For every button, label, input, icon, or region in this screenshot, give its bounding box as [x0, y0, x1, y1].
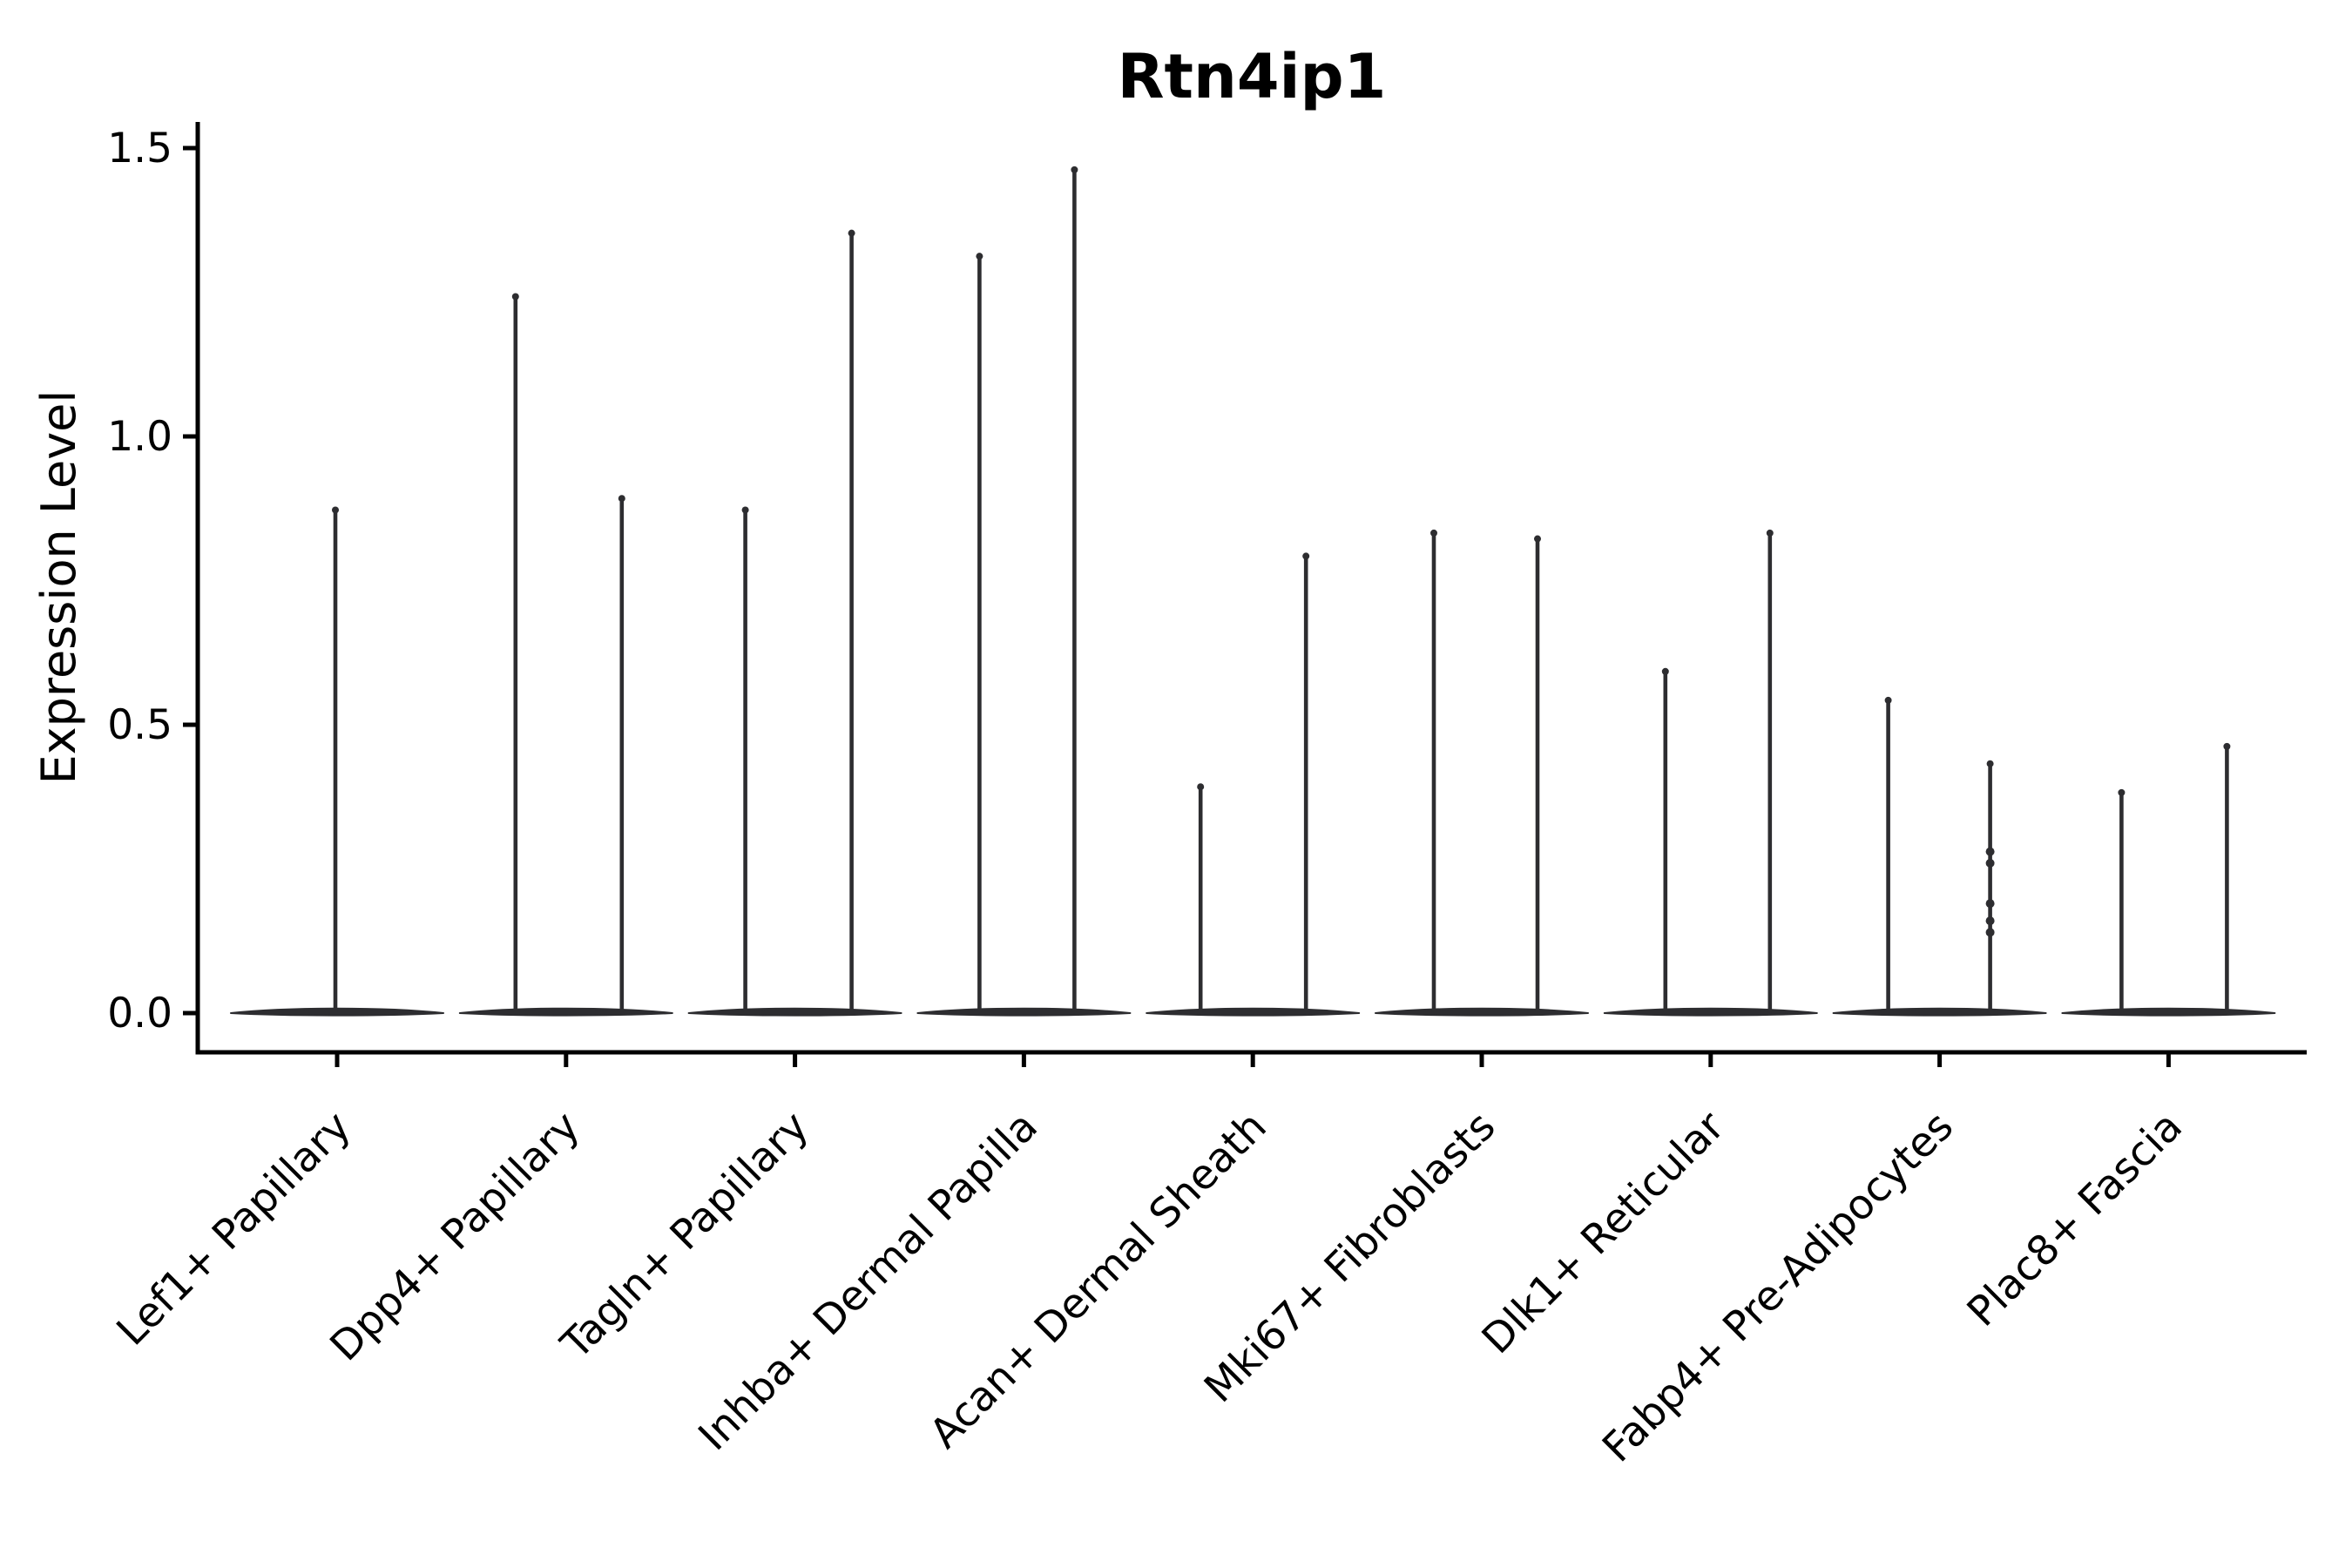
y-tick-labels-layer: 0.0 0.5 1.0 1.5	[107, 125, 172, 1037]
chart-title: Rtn4ip1	[1118, 41, 1387, 112]
violin-body	[1832, 1007, 2047, 1017]
y-tick-label: 1.0	[107, 413, 172, 461]
violin-spike-cap	[1766, 529, 1774, 537]
violin-spike-cap	[2118, 788, 2126, 796]
violin-body	[2061, 1007, 2276, 1017]
violin	[2061, 742, 2276, 1017]
violin-body	[1375, 1007, 1589, 1017]
violin-body	[458, 1007, 673, 1017]
y-tick-label: 1.5	[107, 125, 172, 172]
violin	[1603, 529, 1818, 1017]
jitter-point	[1985, 858, 1995, 868]
violin	[916, 166, 1132, 1017]
violin-spike-cap	[1302, 552, 1310, 560]
violin-spike-cap	[1197, 783, 1205, 791]
violin-spike-cap	[618, 495, 625, 503]
violin-body	[1603, 1007, 1818, 1017]
violin-spike-cap	[1071, 166, 1078, 173]
violin-spike-cap	[1661, 667, 1669, 675]
violin	[687, 229, 902, 1017]
y-axis-label: Expression Level	[31, 390, 86, 785]
violin-spike-cap	[511, 293, 519, 301]
x-tick-label: Dpp4+ Papillary	[321, 1103, 590, 1371]
violin	[1832, 696, 2047, 1017]
x-tick-label: Dlk1+ Reticular	[1473, 1102, 1734, 1363]
violin-body	[687, 1007, 902, 1017]
violin	[230, 506, 444, 1017]
jitter-point	[1985, 847, 1995, 856]
y-tick-label: 0.0	[107, 990, 172, 1037]
jitter-point	[1985, 916, 1995, 926]
x-tick-label: Lef1+ Papillary	[108, 1103, 361, 1355]
x-tick-label: Plac8+ Fascia	[1958, 1103, 2192, 1336]
violin	[1146, 552, 1361, 1017]
violin-spike-cap	[1534, 535, 1541, 543]
axes-layer	[183, 122, 2307, 1067]
x-tick-label: Tagln+ Papillary	[551, 1103, 818, 1369]
violin-spike-cap	[848, 229, 855, 237]
violin-spike-cap	[976, 253, 983, 260]
y-tick-label: 0.5	[107, 701, 172, 749]
violin-spike-cap	[332, 506, 339, 514]
violin-spike-cap	[1884, 696, 1892, 704]
violin-body	[1146, 1007, 1361, 1017]
violin	[1375, 529, 1589, 1017]
violin-spike-cap	[1986, 760, 1994, 767]
jitter-point	[1985, 928, 1995, 937]
violin-spike-cap	[2223, 742, 2231, 750]
violin-body	[916, 1007, 1132, 1017]
violin	[458, 293, 673, 1017]
violin-spike-cap	[741, 506, 749, 514]
violins-layer	[230, 166, 2276, 1017]
violin-spike-cap	[1430, 529, 1437, 537]
jitter-point	[1985, 899, 1995, 909]
